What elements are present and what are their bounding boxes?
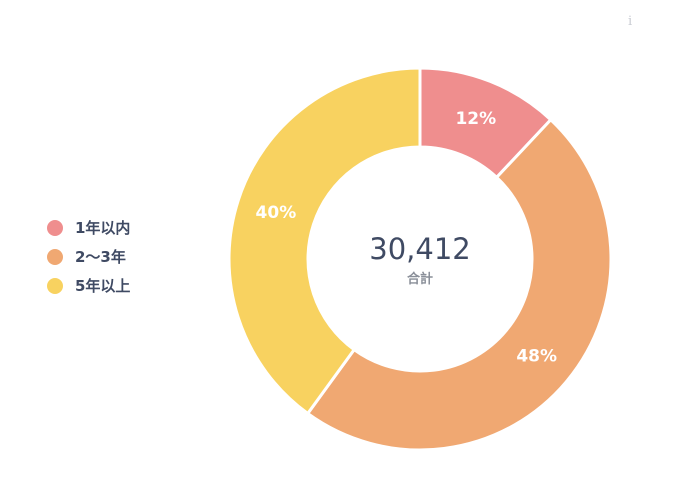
legend-swatch-3	[47, 277, 63, 294]
center-total: 30,412	[369, 232, 470, 266]
legend-item-3: 5年以上	[47, 276, 130, 295]
slice-label-2: 48%	[516, 347, 557, 367]
info-icon[interactable]: i	[628, 14, 633, 29]
legend-item-2: 2〜3年	[47, 247, 130, 266]
legend-item-1: 1年以内	[47, 218, 130, 237]
legend: 1年以内 2〜3年 5年以上	[47, 218, 130, 295]
legend-label-2: 2〜3年	[75, 248, 126, 266]
slice-label-3: 40%	[256, 203, 297, 223]
donut-slices	[227, 66, 613, 452]
legend-label-1: 1年以内	[75, 219, 131, 237]
donut-slice-2[interactable]	[305, 117, 613, 452]
legend-label-3: 5年以上	[75, 277, 131, 295]
legend-swatch-2	[47, 248, 63, 265]
donut-slice-3[interactable]	[227, 66, 422, 416]
center-caption: 合計	[407, 271, 433, 287]
legend-swatch-1	[47, 219, 63, 236]
slice-label-1: 12%	[455, 109, 496, 129]
slice-labels: 12% 48% 40%	[256, 109, 558, 367]
